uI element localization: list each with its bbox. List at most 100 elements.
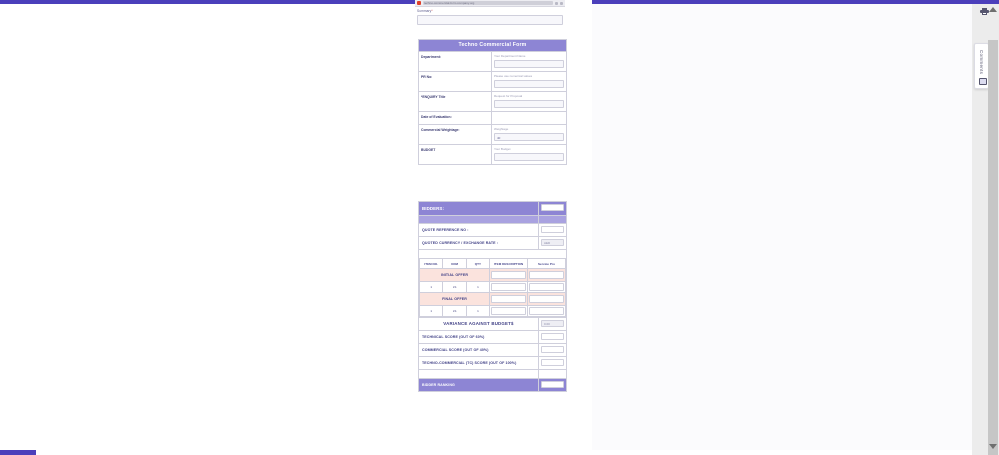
offer-grid: ITEM NO. UOM QTY ITEM DESCRIPTION Servic… [418, 258, 566, 317]
scroll-up-arrow[interactable] [989, 7, 997, 12]
variance-label: VARIANCE AGAINST BUDGET$ [419, 318, 539, 330]
form-row-department: Department: Your Department Name [419, 52, 566, 72]
col-uom: UOM [442, 258, 467, 269]
blank-row-left [419, 370, 539, 378]
initial-offer-band: INITIAL OFFER [418, 268, 566, 282]
final-price-input[interactable] [529, 307, 564, 315]
browser-chrome: techno-commercial-form.company.org [415, 0, 565, 7]
commercial-score-input[interactable] [541, 346, 564, 353]
final-offer-price-cell [527, 292, 566, 306]
initial-item-no: 1 [418, 281, 444, 293]
table-spacer [419, 250, 566, 258]
initial-offer-price-input[interactable] [529, 271, 564, 279]
final-qty: 1 [465, 305, 491, 317]
field-hint: Your Department Name [494, 54, 526, 58]
pr-no-input[interactable] [494, 80, 564, 88]
close-button[interactable] [560, 1, 563, 5]
field-control: Please use numerical values [492, 72, 566, 91]
technical-score-row: TECHNICAL SCORE (OUT OF 60%) [419, 330, 566, 344]
final-offer-row: 1 LS 1 [418, 305, 566, 317]
currency-label: QUOTED CURRENCY / EXCHANGE RATE : [419, 237, 539, 249]
final-offer-price-input[interactable] [529, 295, 564, 303]
bidders-subband [419, 216, 566, 224]
right-page-background [592, 0, 972, 455]
left-page-background [0, 0, 415, 455]
bidders-heading: BIDDERS: [419, 202, 539, 215]
bidder-ranking-control [539, 379, 566, 391]
blank-row [419, 370, 566, 379]
summary-label-text: Summary [417, 9, 432, 13]
col-qty: QTY [465, 258, 491, 269]
final-offer-desc-input[interactable] [491, 295, 527, 303]
budget-input[interactable] [494, 153, 564, 161]
quote-reference-input[interactable] [541, 226, 564, 233]
field-label: Department: [419, 52, 492, 71]
scroll-down-arrow[interactable] [989, 444, 997, 449]
blank-row-right [539, 370, 566, 378]
bidders-subband-right [539, 216, 566, 223]
right-rail: Comments [972, 0, 999, 455]
summary-label: Summary* [417, 9, 563, 14]
field-hint: Weightage [494, 127, 509, 131]
brand-top-bar-rail [972, 0, 999, 4]
col-service-provider: Service Pro [527, 258, 566, 269]
bottom-white-bar [592, 450, 972, 455]
form-row-budget: BUDGET Your Budget [419, 145, 566, 164]
address-bar[interactable]: techno-commercial-form.company.org [423, 1, 553, 5]
bidders-table: BIDDERS: QUOTE REFERENCE NO : QUOTED CUR… [418, 201, 567, 392]
technical-score-input[interactable] [541, 333, 564, 340]
bidder-ranking-input[interactable] [541, 381, 564, 388]
technical-score-label: TECHNICAL SCORE (OUT OF 60%) [419, 331, 539, 343]
initial-price-input[interactable] [529, 283, 564, 291]
form-row-commercial-weightage: Commercial Weightage: Weightage 40 [419, 125, 566, 145]
initial-uom: LS [442, 281, 467, 293]
department-input[interactable] [494, 60, 564, 68]
commercial-score-control [539, 344, 566, 356]
col-item-no: ITEM NO. [418, 258, 444, 269]
summary-field-group: Summary* [415, 7, 565, 25]
commercial-score-row: COMMERCIAL SCORE (OUT OF 40%) [419, 344, 566, 357]
date-of-evaluation-control[interactable] [492, 112, 566, 124]
initial-desc-cell [489, 281, 529, 293]
tc-score-row: TECHNO-COMMERCIAL (TC) SCORE (OUT OF 100… [419, 357, 566, 370]
variance-row: VARIANCE AGAINST BUDGET$ 0.00 [419, 317, 566, 330]
vertical-scrollbar[interactable] [988, 40, 998, 455]
commercial-weightage-input[interactable]: 40 [494, 133, 564, 141]
techno-commercial-form: Techno Commercial Form Department: Your … [418, 39, 567, 165]
currency-input[interactable]: AED [541, 239, 564, 246]
currency-control: AED [539, 237, 566, 249]
brand-top-bar-right [592, 0, 972, 4]
bidders-subband-left [419, 216, 539, 223]
final-item-no: 1 [418, 305, 444, 317]
final-offer-label: FINAL OFFER [418, 292, 491, 306]
tc-score-label: TECHNO-COMMERCIAL (TC) SCORE (OUT OF 100… [419, 357, 539, 369]
final-desc-input[interactable] [491, 307, 527, 315]
field-label: Date of Evaluation: [419, 112, 492, 124]
comment-bubble-icon [978, 78, 987, 85]
variance-value: 0.00 [541, 320, 564, 327]
final-desc-cell [489, 305, 529, 317]
field-label: Commercial Weightage: [419, 125, 492, 144]
initial-desc-input[interactable] [491, 283, 527, 291]
summary-input[interactable] [417, 15, 563, 25]
print-icon[interactable] [980, 8, 989, 15]
comments-panel-tab[interactable]: Comments [974, 43, 989, 89]
field-control: Weightage 40 [492, 125, 566, 144]
comments-tab-label: Comments [979, 49, 984, 75]
form-row-pr-no: PR No: Please use numerical values [419, 72, 566, 92]
tc-score-input[interactable] [541, 359, 564, 366]
minimize-button[interactable] [555, 1, 558, 5]
initial-offer-desc-input[interactable] [491, 271, 527, 279]
form-row-date-of-evaluation: Date of Evaluation: [419, 112, 566, 125]
quote-reference-label: QUOTE REFERENCE NO : [419, 224, 539, 236]
bidders-heading-row: BIDDERS: [419, 202, 566, 216]
bidder-ranking-label: BIDDER RANKING [419, 379, 539, 391]
document-body: Summary* Techno Commercial Form Departme… [415, 7, 567, 455]
field-control: Request for Proposal [492, 92, 566, 111]
field-control: Your Department Name [492, 52, 566, 71]
bidder-name-input[interactable] [541, 204, 564, 211]
form-row-enquiry-title: *ENQUIRY Title Request for Proposal [419, 92, 566, 112]
enquiry-title-input[interactable] [494, 100, 564, 108]
offer-grid-header-row: ITEM NO. UOM QTY ITEM DESCRIPTION Servic… [418, 258, 566, 269]
